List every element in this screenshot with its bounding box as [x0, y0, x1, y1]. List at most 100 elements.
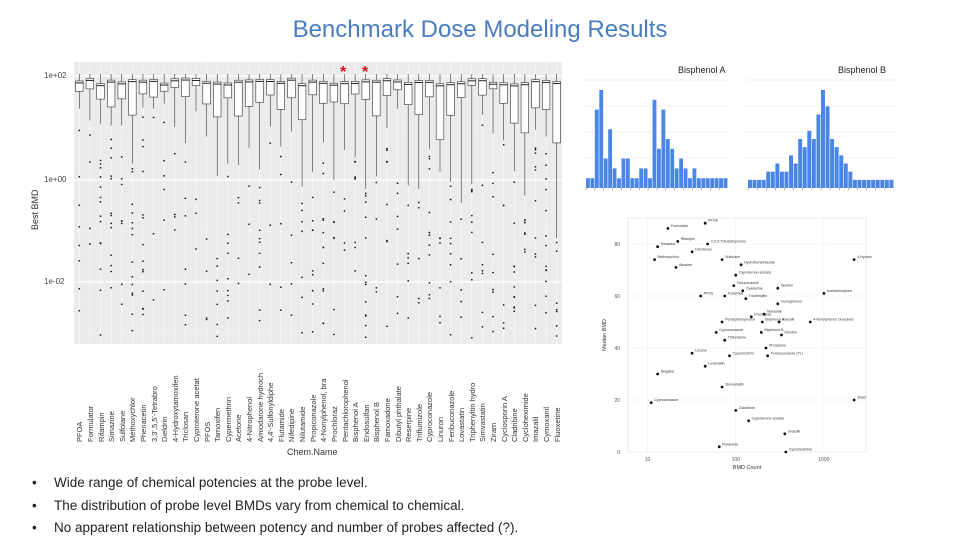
box [266, 79, 275, 96]
scatter-point [656, 372, 660, 376]
outlier-point [216, 257, 219, 260]
outlier-point [354, 269, 357, 272]
outlier-point [290, 282, 293, 285]
bullet-text: Wide range of chemical potencies at the … [54, 475, 368, 490]
outlier-point [78, 204, 81, 207]
outlier-point [481, 241, 484, 244]
scatter-point-label: Rifampin [681, 237, 695, 241]
outlier-point [120, 220, 123, 222]
outlier-point [343, 210, 346, 212]
outlier-point [439, 286, 441, 289]
outlier-point [534, 152, 537, 155]
scatter-point-label: Acetaminophen [827, 289, 852, 293]
outlier-point [152, 298, 155, 301]
histogram-a-svg [584, 64, 730, 190]
outlier-point [237, 257, 240, 260]
outlier-point [492, 315, 494, 318]
histogram-bar [674, 168, 679, 188]
outlier-point [311, 229, 314, 232]
boxplot-panel [74, 62, 562, 344]
outlier-point [407, 256, 410, 259]
scatter-point [749, 315, 753, 319]
histogram-bar [586, 178, 590, 188]
scatter-point [717, 445, 721, 449]
scatter-point-label: Cyproterone acetate [739, 271, 772, 275]
outlier-point [364, 194, 367, 197]
x-tick-label: Dieldrin [160, 416, 170, 442]
histogram-bar [884, 179, 889, 188]
y-tick-label: 20 [614, 398, 620, 404]
outlier-point [386, 147, 388, 150]
scatter-point-label: Bisphenol A [765, 318, 785, 322]
outlier-point [131, 292, 134, 295]
histogram-bar [648, 178, 652, 188]
histogram-bar [871, 179, 876, 188]
slide-title: Benchmark Dose Modeling Results [292, 16, 668, 43]
outlier-point [386, 161, 388, 164]
outlier-point [99, 289, 102, 292]
histogram-bar [811, 139, 816, 188]
outlier-point [120, 222, 123, 225]
box [467, 78, 476, 86]
scatter-point-label: Cycloheximide [789, 448, 812, 452]
scatter-point [690, 351, 694, 355]
histogram-bar [770, 171, 775, 188]
outlier-point [205, 238, 208, 240]
outlier-point [78, 225, 81, 228]
outlier-point [439, 315, 441, 318]
scatter-point-label: Ziram [857, 396, 866, 400]
scatter-point-label: Flutamide [728, 292, 744, 296]
outlier-point [173, 152, 176, 155]
outlier-point [120, 156, 123, 158]
outlier-point [110, 177, 113, 180]
outlier-point [290, 314, 293, 317]
box [531, 79, 540, 109]
outlier-point [78, 129, 81, 132]
outlier-point [258, 319, 261, 322]
outlier-point [226, 289, 229, 292]
box [488, 81, 498, 90]
box [446, 82, 455, 116]
outlier-point [396, 295, 399, 298]
box [85, 78, 95, 90]
x-tick-label: Sulfolane [117, 410, 127, 442]
box [213, 81, 222, 118]
outlier-point [492, 330, 494, 333]
outlier-point [396, 263, 399, 266]
outlier-point [78, 175, 81, 178]
outlier-point [470, 190, 473, 193]
scatter-point [723, 294, 727, 298]
box [499, 82, 508, 104]
outlier-point [354, 246, 357, 249]
outlier-point [386, 239, 388, 242]
outlier-point [99, 166, 102, 169]
outlier-point [555, 241, 558, 244]
bullet-item: • The distribution of probe level BMDs va… [32, 497, 465, 513]
outlier-point [89, 227, 91, 230]
outlier-point [131, 275, 134, 278]
outlier-point [99, 163, 102, 165]
outlier-point [99, 268, 102, 271]
outlier-point [555, 302, 558, 305]
scatter-point [760, 320, 764, 324]
histogram-bar [710, 178, 715, 188]
box [351, 81, 360, 95]
scatter-point [766, 354, 770, 358]
outlier-point [502, 327, 505, 330]
outlier-point [545, 235, 547, 237]
histogram-bar [683, 168, 688, 188]
outlier-point [470, 189, 473, 192]
outlier-point [523, 232, 526, 234]
outlier-point [99, 242, 102, 244]
outlier-point [89, 243, 91, 245]
scatter-point [744, 297, 748, 300]
x-tick-label: Dibutyl phthalate [393, 386, 403, 442]
outlier-point [311, 330, 314, 333]
outlier-point [173, 213, 176, 216]
outlier-point [534, 148, 537, 151]
histogram-bar [692, 168, 697, 188]
outlier-point [386, 203, 388, 206]
histogram-bar [889, 179, 894, 188]
outlier-point [226, 252, 229, 255]
scatter-point [676, 240, 680, 243]
